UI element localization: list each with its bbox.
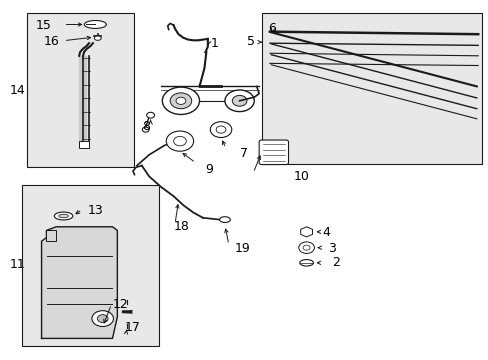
Text: 3: 3 <box>327 242 335 255</box>
Text: 7: 7 <box>239 147 247 159</box>
Text: 14: 14 <box>10 84 25 96</box>
Circle shape <box>232 95 246 106</box>
Ellipse shape <box>59 214 68 218</box>
Ellipse shape <box>94 36 101 40</box>
Text: 8: 8 <box>142 120 149 132</box>
Bar <box>22 185 159 346</box>
Circle shape <box>166 131 193 151</box>
Text: 1: 1 <box>210 37 218 50</box>
Polygon shape <box>41 227 117 338</box>
Ellipse shape <box>84 21 106 28</box>
Text: 12: 12 <box>112 298 128 311</box>
Circle shape <box>146 112 154 118</box>
Circle shape <box>97 315 108 323</box>
Circle shape <box>224 90 254 112</box>
Circle shape <box>162 87 199 114</box>
Circle shape <box>216 126 225 133</box>
Text: 6: 6 <box>267 22 275 35</box>
Text: 10: 10 <box>293 170 308 183</box>
Circle shape <box>170 93 191 109</box>
Circle shape <box>92 311 113 327</box>
Circle shape <box>176 97 185 104</box>
Bar <box>261 13 481 164</box>
Bar <box>27 13 134 167</box>
Text: 9: 9 <box>205 163 213 176</box>
Circle shape <box>173 136 186 146</box>
Text: 4: 4 <box>322 226 330 239</box>
Text: 17: 17 <box>124 321 140 334</box>
Ellipse shape <box>299 260 313 266</box>
Text: 16: 16 <box>44 35 60 48</box>
Text: 19: 19 <box>234 242 250 255</box>
Text: 13: 13 <box>88 204 103 217</box>
Text: 2: 2 <box>332 256 340 269</box>
FancyBboxPatch shape <box>259 140 288 165</box>
Bar <box>46 230 56 241</box>
Ellipse shape <box>219 217 230 222</box>
Text: 11: 11 <box>10 258 25 271</box>
Circle shape <box>142 127 149 132</box>
Circle shape <box>303 245 309 250</box>
Circle shape <box>210 122 231 138</box>
Text: 15: 15 <box>36 19 51 32</box>
Text: 18: 18 <box>173 220 189 233</box>
Ellipse shape <box>54 212 73 220</box>
Bar <box>79 141 89 148</box>
Text: 5: 5 <box>247 35 255 48</box>
Circle shape <box>298 242 314 253</box>
